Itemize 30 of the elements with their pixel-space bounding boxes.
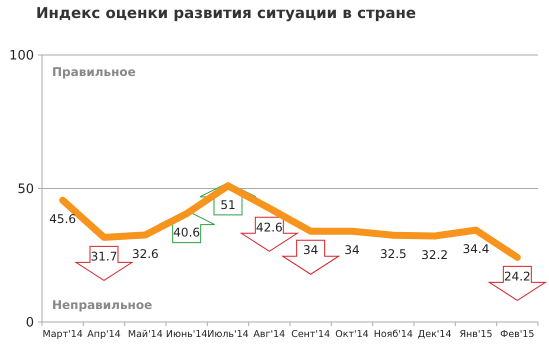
x-tick-label: Сент'14: [291, 329, 330, 340]
x-tick-label: Апр'14: [87, 329, 121, 340]
x-tick-label: Авг'14: [253, 329, 286, 340]
annotation: Неправильное: [52, 298, 152, 312]
y-tick-label: 50: [17, 182, 34, 198]
x-tick-label: Янв'15: [459, 329, 493, 340]
data-label: 34: [344, 243, 360, 258]
data-label: 34: [303, 243, 318, 258]
x-tick-label: Май'14: [128, 329, 163, 340]
data-label: 45.6: [49, 212, 76, 226]
x-tick-label: Июнь'14: [166, 329, 208, 340]
x-tick-label: Март'14: [42, 329, 83, 340]
data-label: 32.2: [421, 248, 448, 262]
chart-title: Индекс оценки развития ситуации в стране: [36, 4, 416, 22]
x-tick-label: Июль'14: [207, 329, 249, 340]
x-tick-label: Фев'15: [500, 329, 534, 340]
data-label: 32.6: [132, 246, 159, 261]
x-tick-label: Окт'14: [335, 329, 369, 340]
data-label: 42.6: [256, 220, 283, 234]
y-tick-label: 0: [26, 316, 34, 331]
data-label: 34.4: [462, 242, 490, 256]
y-tick-label: 100: [9, 48, 34, 64]
data-label: 40.6: [173, 226, 200, 240]
data-label: 24.2: [504, 269, 531, 284]
data-label: 31.7: [90, 249, 118, 264]
data-label: 32.5: [380, 247, 407, 262]
x-tick-label: Дек'14: [418, 329, 452, 340]
x-tick-label: Нояб'14: [374, 329, 413, 340]
annotation: Правильное: [52, 65, 136, 80]
data-label: 51: [220, 198, 236, 212]
